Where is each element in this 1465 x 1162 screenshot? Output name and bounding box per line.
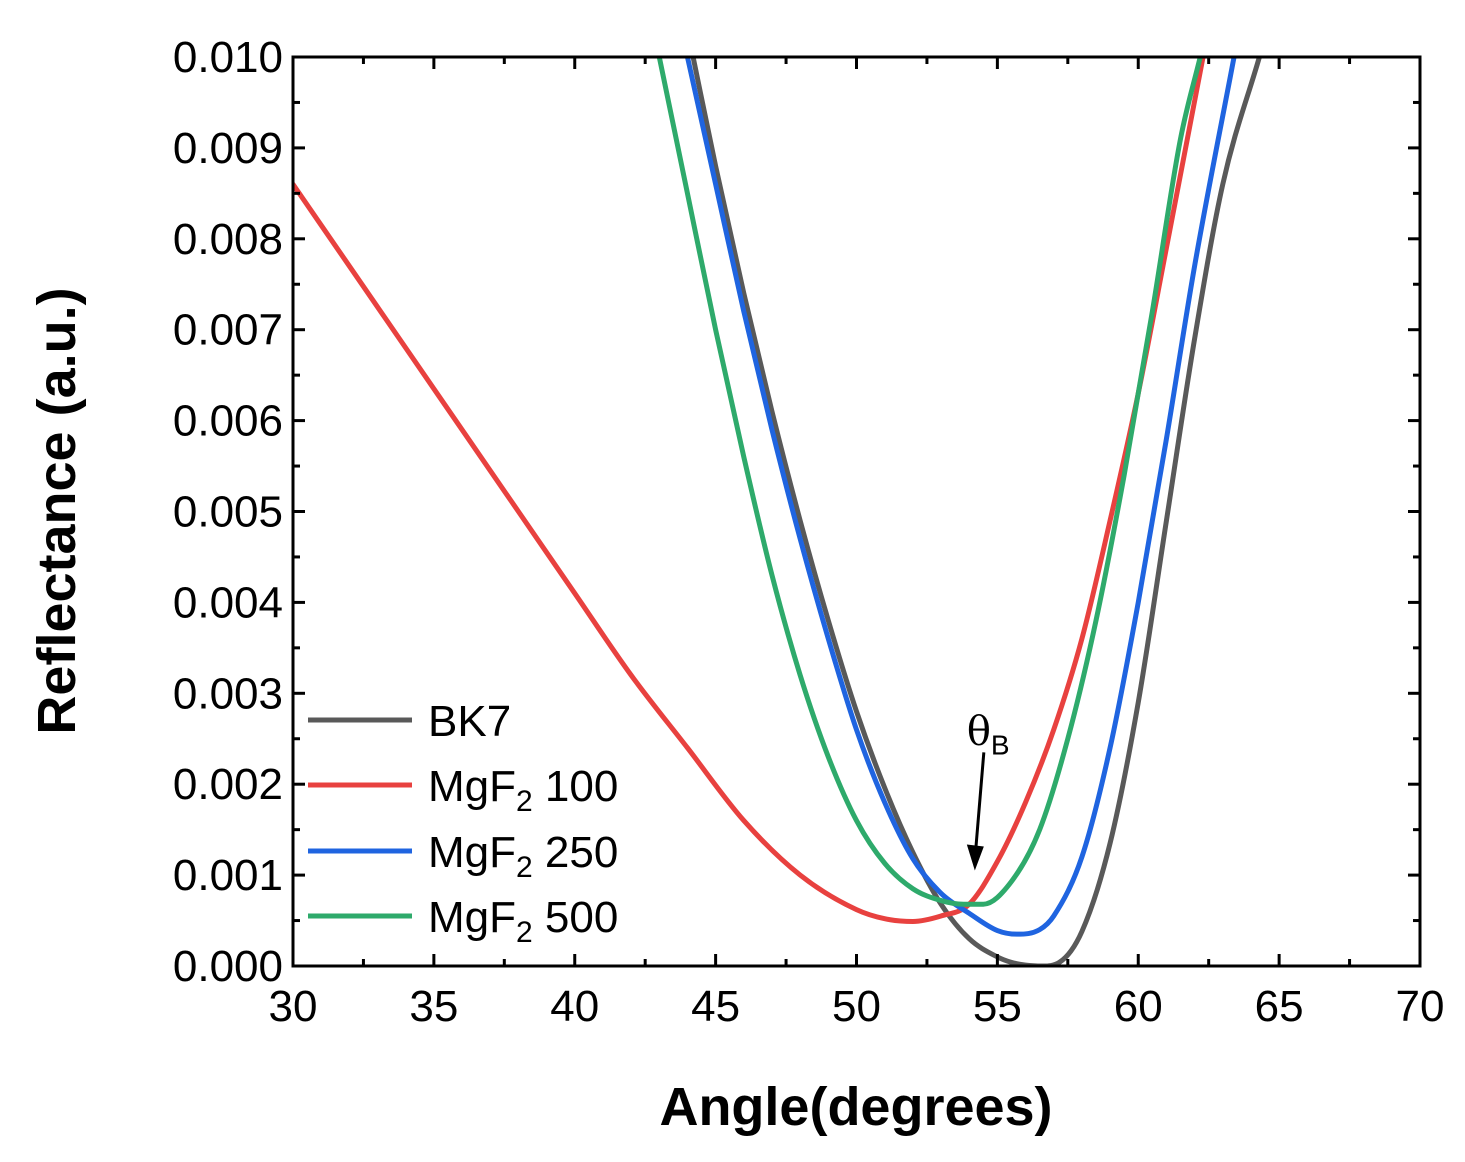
series-layer [293, 57, 1262, 966]
legend-label-mgf2-500: MgF2 500 [428, 893, 618, 949]
series-line-bk7 [690, 57, 1262, 966]
annotation-arrow-shaft [974, 752, 986, 849]
x-tick-label: 40 [550, 982, 599, 1031]
legend-label-mgf2-250: MgF2 250 [428, 828, 618, 884]
y-tick-label: 0.004 [173, 578, 283, 627]
y-tick-label: 0.003 [173, 669, 283, 718]
x-tick-label: 30 [269, 982, 318, 1031]
series-line-mgf2-100 [293, 57, 1206, 924]
annotation-arrow-head [966, 844, 984, 871]
annotation-theta-b: θB [967, 708, 1010, 760]
y-tick-label: 0.007 [173, 306, 283, 355]
x-tick-label: 55 [973, 982, 1022, 1031]
x-tick-label: 65 [1255, 982, 1304, 1031]
legend: BK7 MgF2 100 MgF2 250 MgF2 500 [308, 697, 618, 949]
y-tick-label: 0.010 [173, 33, 283, 82]
y-tick-label: 0.000 [173, 942, 283, 991]
legend-label-mgf2-100: MgF2 100 [428, 762, 618, 818]
y-tick-label: 0.009 [173, 124, 283, 173]
y-tick-label: 0.002 [173, 760, 283, 809]
y-axis-title: Reflectance (a.u.) [27, 287, 87, 734]
x-tick-label: 50 [832, 982, 881, 1031]
y-tick-label: 0.006 [173, 397, 283, 446]
brewster-annotation: θB [966, 708, 1010, 871]
x-tick-label: 45 [691, 982, 740, 1031]
x-axis-title: Angle(degrees) [659, 1077, 1052, 1137]
y-tick-label: 0.001 [173, 851, 283, 900]
x-tick-label: 35 [409, 982, 458, 1031]
axis-ticks [291, 55, 1422, 968]
series-line-mgf2-250 [684, 57, 1237, 937]
series-line-mgf2-500 [656, 57, 1203, 907]
x-tick-label: 60 [1114, 982, 1163, 1031]
tick-labels: 30 35 40 45 50 55 60 65 70 0.000 0.001 0.002 0.003 0.… [173, 33, 1445, 1031]
x-tick-label: 70 [1396, 982, 1445, 1031]
y-tick-label: 0.008 [173, 215, 283, 264]
legend-label-bk7: BK7 [428, 697, 511, 746]
y-tick-label: 0.005 [173, 488, 283, 537]
